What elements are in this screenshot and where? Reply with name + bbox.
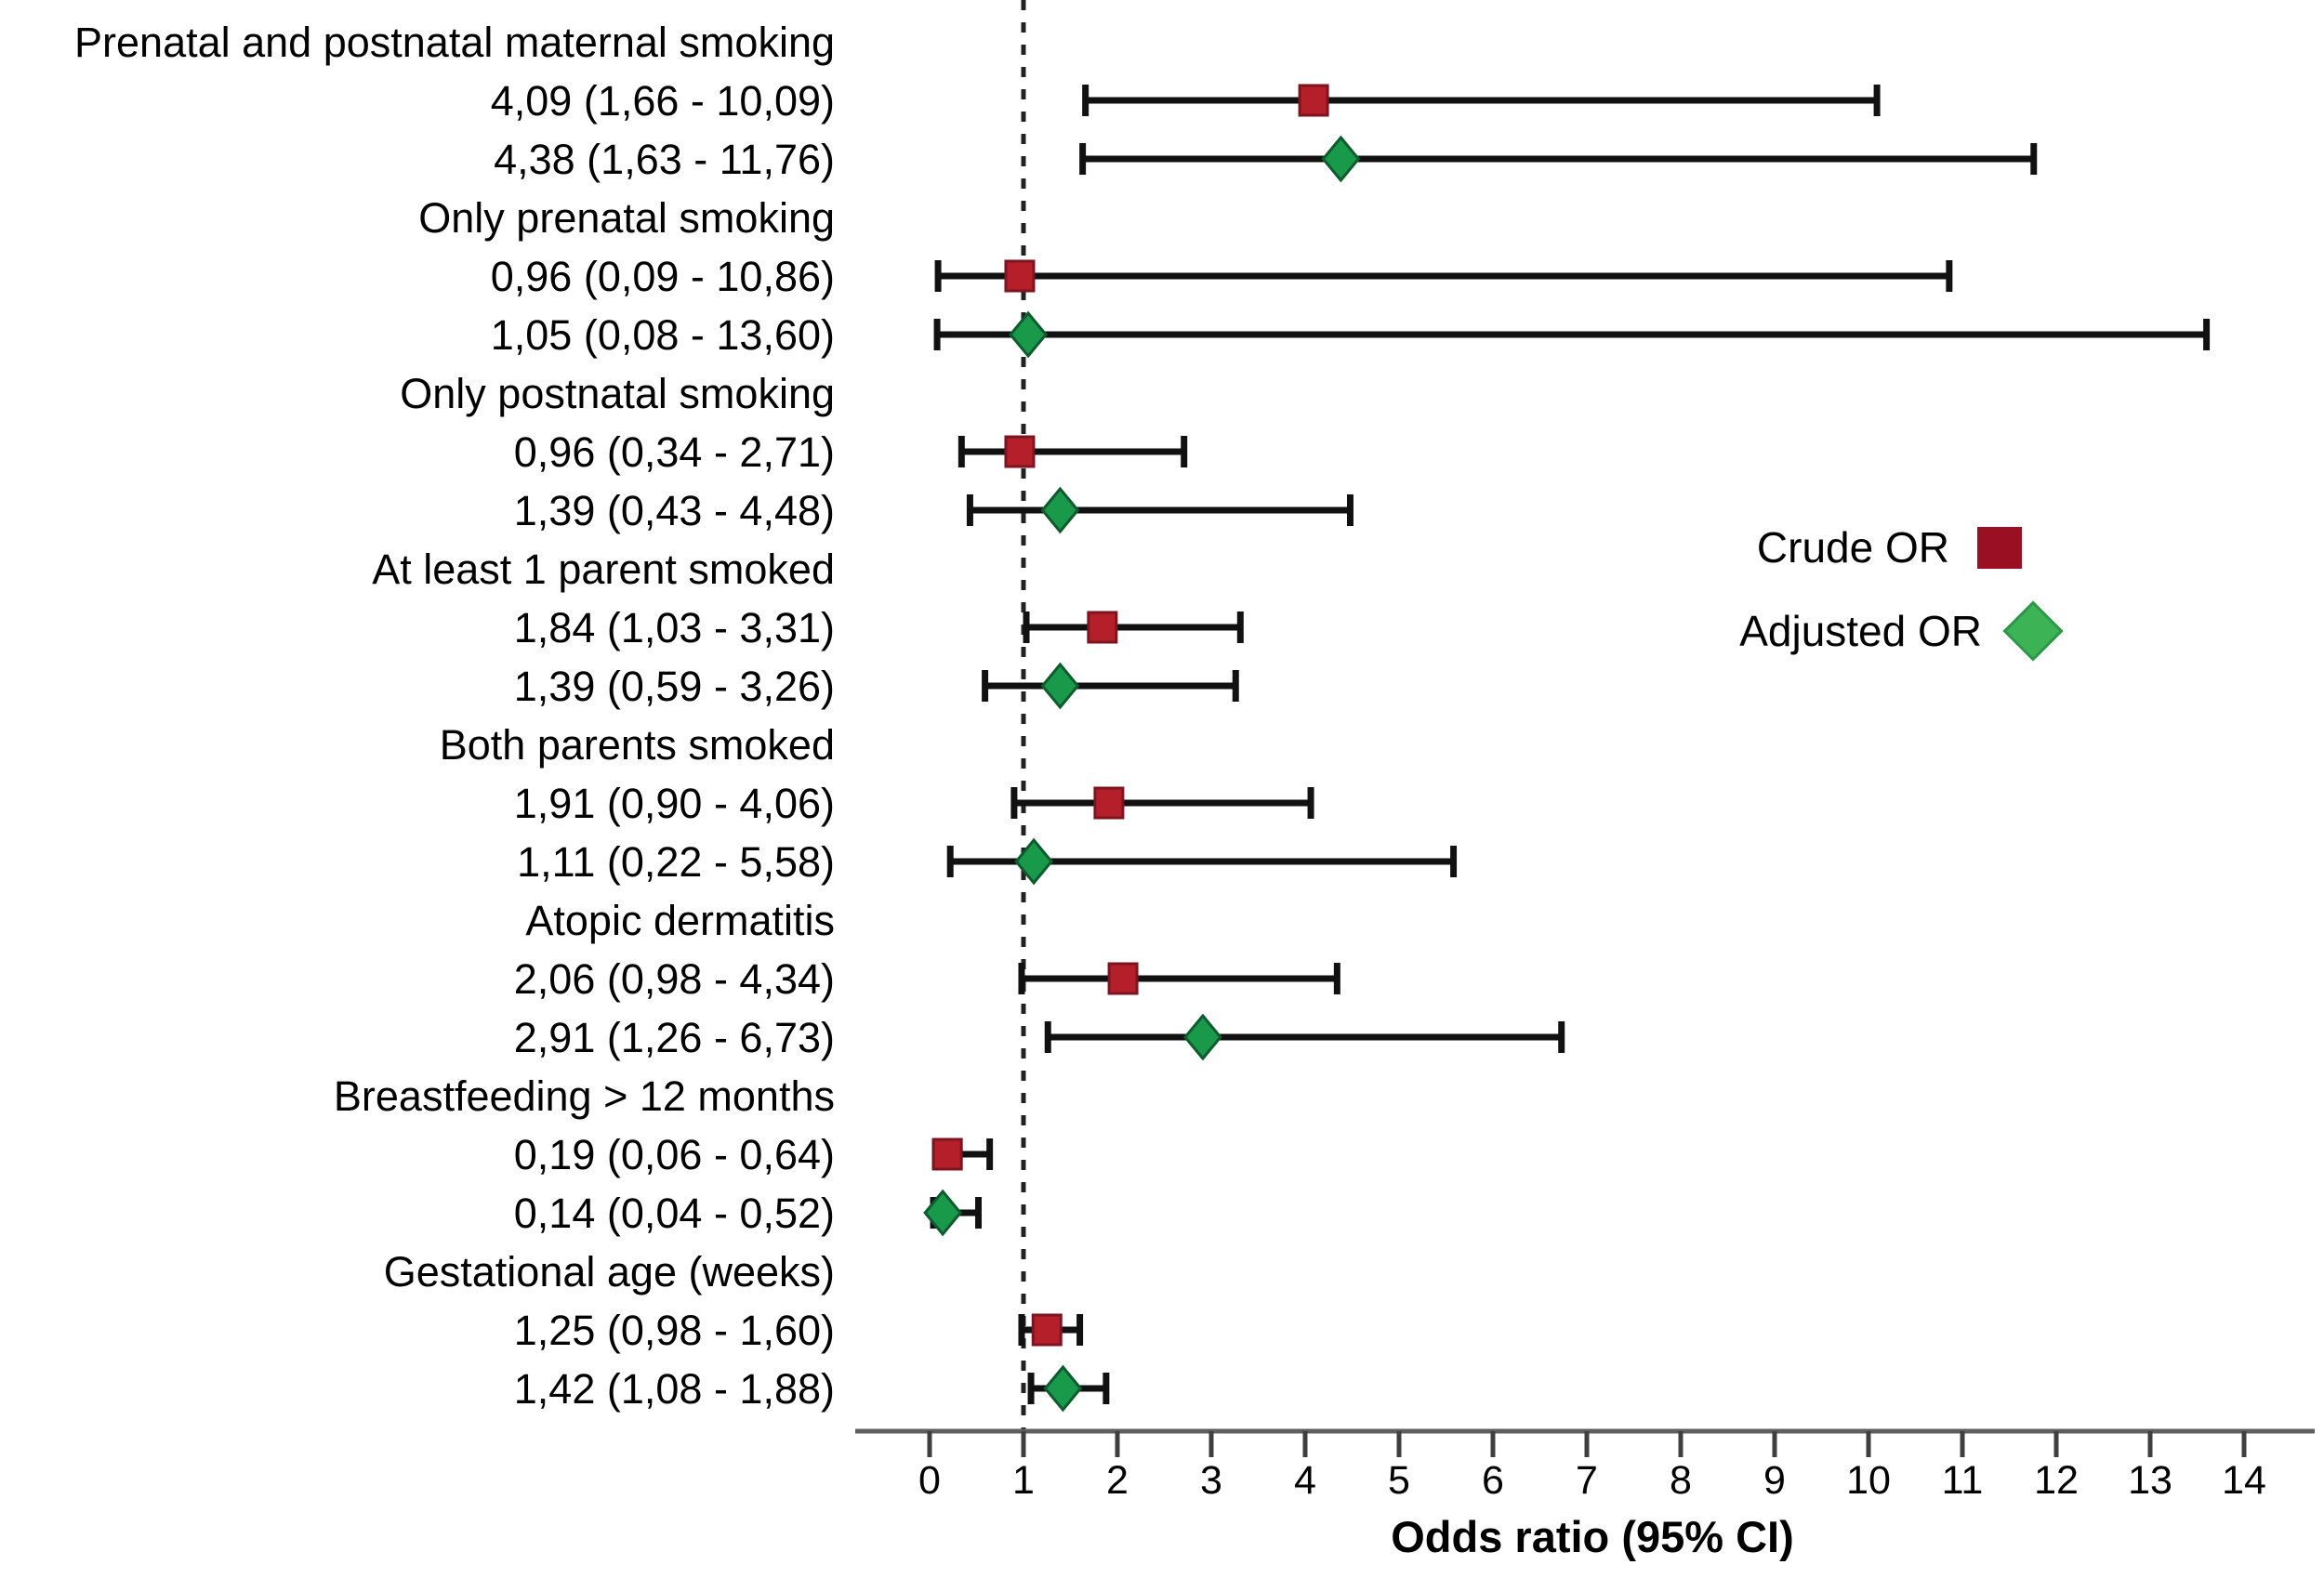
x-axis-title: Odds ratio (95% CI) [1391,1512,1794,1561]
group-label: Both parents smoked [439,720,835,769]
axis-tick-label: 8 [1670,1458,1692,1503]
adjusted-marker-diamond [1040,662,1080,710]
or-value-label: 1,39 (0,59 - 3,26) [513,662,835,710]
crude-marker-square [1004,259,1036,293]
or-value-label: 0,96 (0,34 - 2,71) [513,427,835,476]
or-value-label: 1,05 (0,08 - 13,60) [490,310,835,359]
or-value-label: 0,96 (0,09 - 10,86) [490,252,835,300]
crude-marker-square [1031,1313,1063,1347]
axis-tick-label: 2 [1106,1458,1129,1503]
or-value-label: 0,19 (0,06 - 0,64) [513,1130,835,1178]
or-value-label: 1,84 (1,03 - 3,31) [513,603,835,651]
axis-tick-label: 5 [1388,1458,1410,1503]
adjusted-marker-diamond [1040,486,1080,534]
legend-item-crude: Crude OR [1710,517,2073,578]
legend: Crude OR Adjusted OR [1710,517,2073,662]
crude-marker-square [1004,435,1036,468]
group-label: Only postnatal smoking [400,369,835,417]
group-label: Gestational age (weeks) [383,1247,835,1295]
axis-tick-label: 1 [1012,1458,1035,1503]
axis-tick-label: 9 [1763,1458,1786,1503]
or-value-label: 1,91 (0,90 - 4,06) [513,779,835,827]
axis-tick-label: 0 [918,1458,941,1503]
adjusted-marker-diamond [1321,135,1361,183]
or-value-label: 1,25 (0,98 - 1,60) [513,1306,835,1354]
or-value-label: 1,11 (0,22 - 5,58) [517,837,835,886]
or-value-label: 4,38 (1,63 - 11,76) [494,135,835,183]
or-value-label: 1,42 (1,08 - 1,88) [513,1364,835,1413]
group-label: Prenatal and postnatal maternal smoking [74,18,835,66]
axis-tick-label: 10 [1846,1458,1891,1503]
group-label: Atopic dermatitis [525,896,835,944]
legend-label-crude: Crude OR [1756,523,1949,572]
or-value-label: 2,06 (0,98 - 4,34) [513,954,835,1003]
crude-marker-square [1093,786,1125,820]
group-label: Only prenatal smoking [418,193,835,242]
adjusted-marker-diamond [1009,310,1048,359]
crude-marker-square [1298,84,1329,117]
or-value-label: 1,39 (0,43 - 4,48) [513,486,835,534]
crude-marker-square [931,1137,963,1171]
adjusted-marker-diamond [923,1189,963,1237]
axis-tick-label: 4 [1294,1458,1316,1503]
or-value-label: 4,09 (1,66 - 10,09) [490,76,835,125]
or-value-label: 0,14 (0,04 - 0,52) [513,1189,835,1237]
adjusted-or-diamond-box [2002,600,2064,662]
adjusted-marker-diamond [1014,837,1054,886]
adjusted-or-diamond-icon [2002,600,2064,662]
axis-tick-label: 13 [2128,1458,2172,1503]
axis-tick-label: 7 [1576,1458,1598,1503]
axis-tick-label: 11 [1942,1458,1984,1503]
group-label: At least 1 parent smoked [372,545,835,593]
or-value-label: 2,91 (1,26 - 6,73) [513,1013,835,1061]
adjusted-marker-diamond [1043,1364,1083,1413]
legend-label-adjusted: Adjusted OR [1739,607,1982,655]
axis-tick-label: 14 [2222,1458,2266,1503]
axis-tick-label: 6 [1482,1458,1504,1503]
group-label: Breastfeeding > 12 months [333,1072,835,1120]
legend-item-adjusted: Adjusted OR [1710,600,2073,662]
crude-marker-square [1107,962,1139,995]
axis-tick-label: 3 [1200,1458,1222,1503]
adjusted-marker-diamond [1182,1013,1222,1061]
crude-marker-square [1087,611,1118,644]
axis-tick-label: 12 [2034,1458,2079,1503]
crude-or-square-icon [1977,526,2022,569]
